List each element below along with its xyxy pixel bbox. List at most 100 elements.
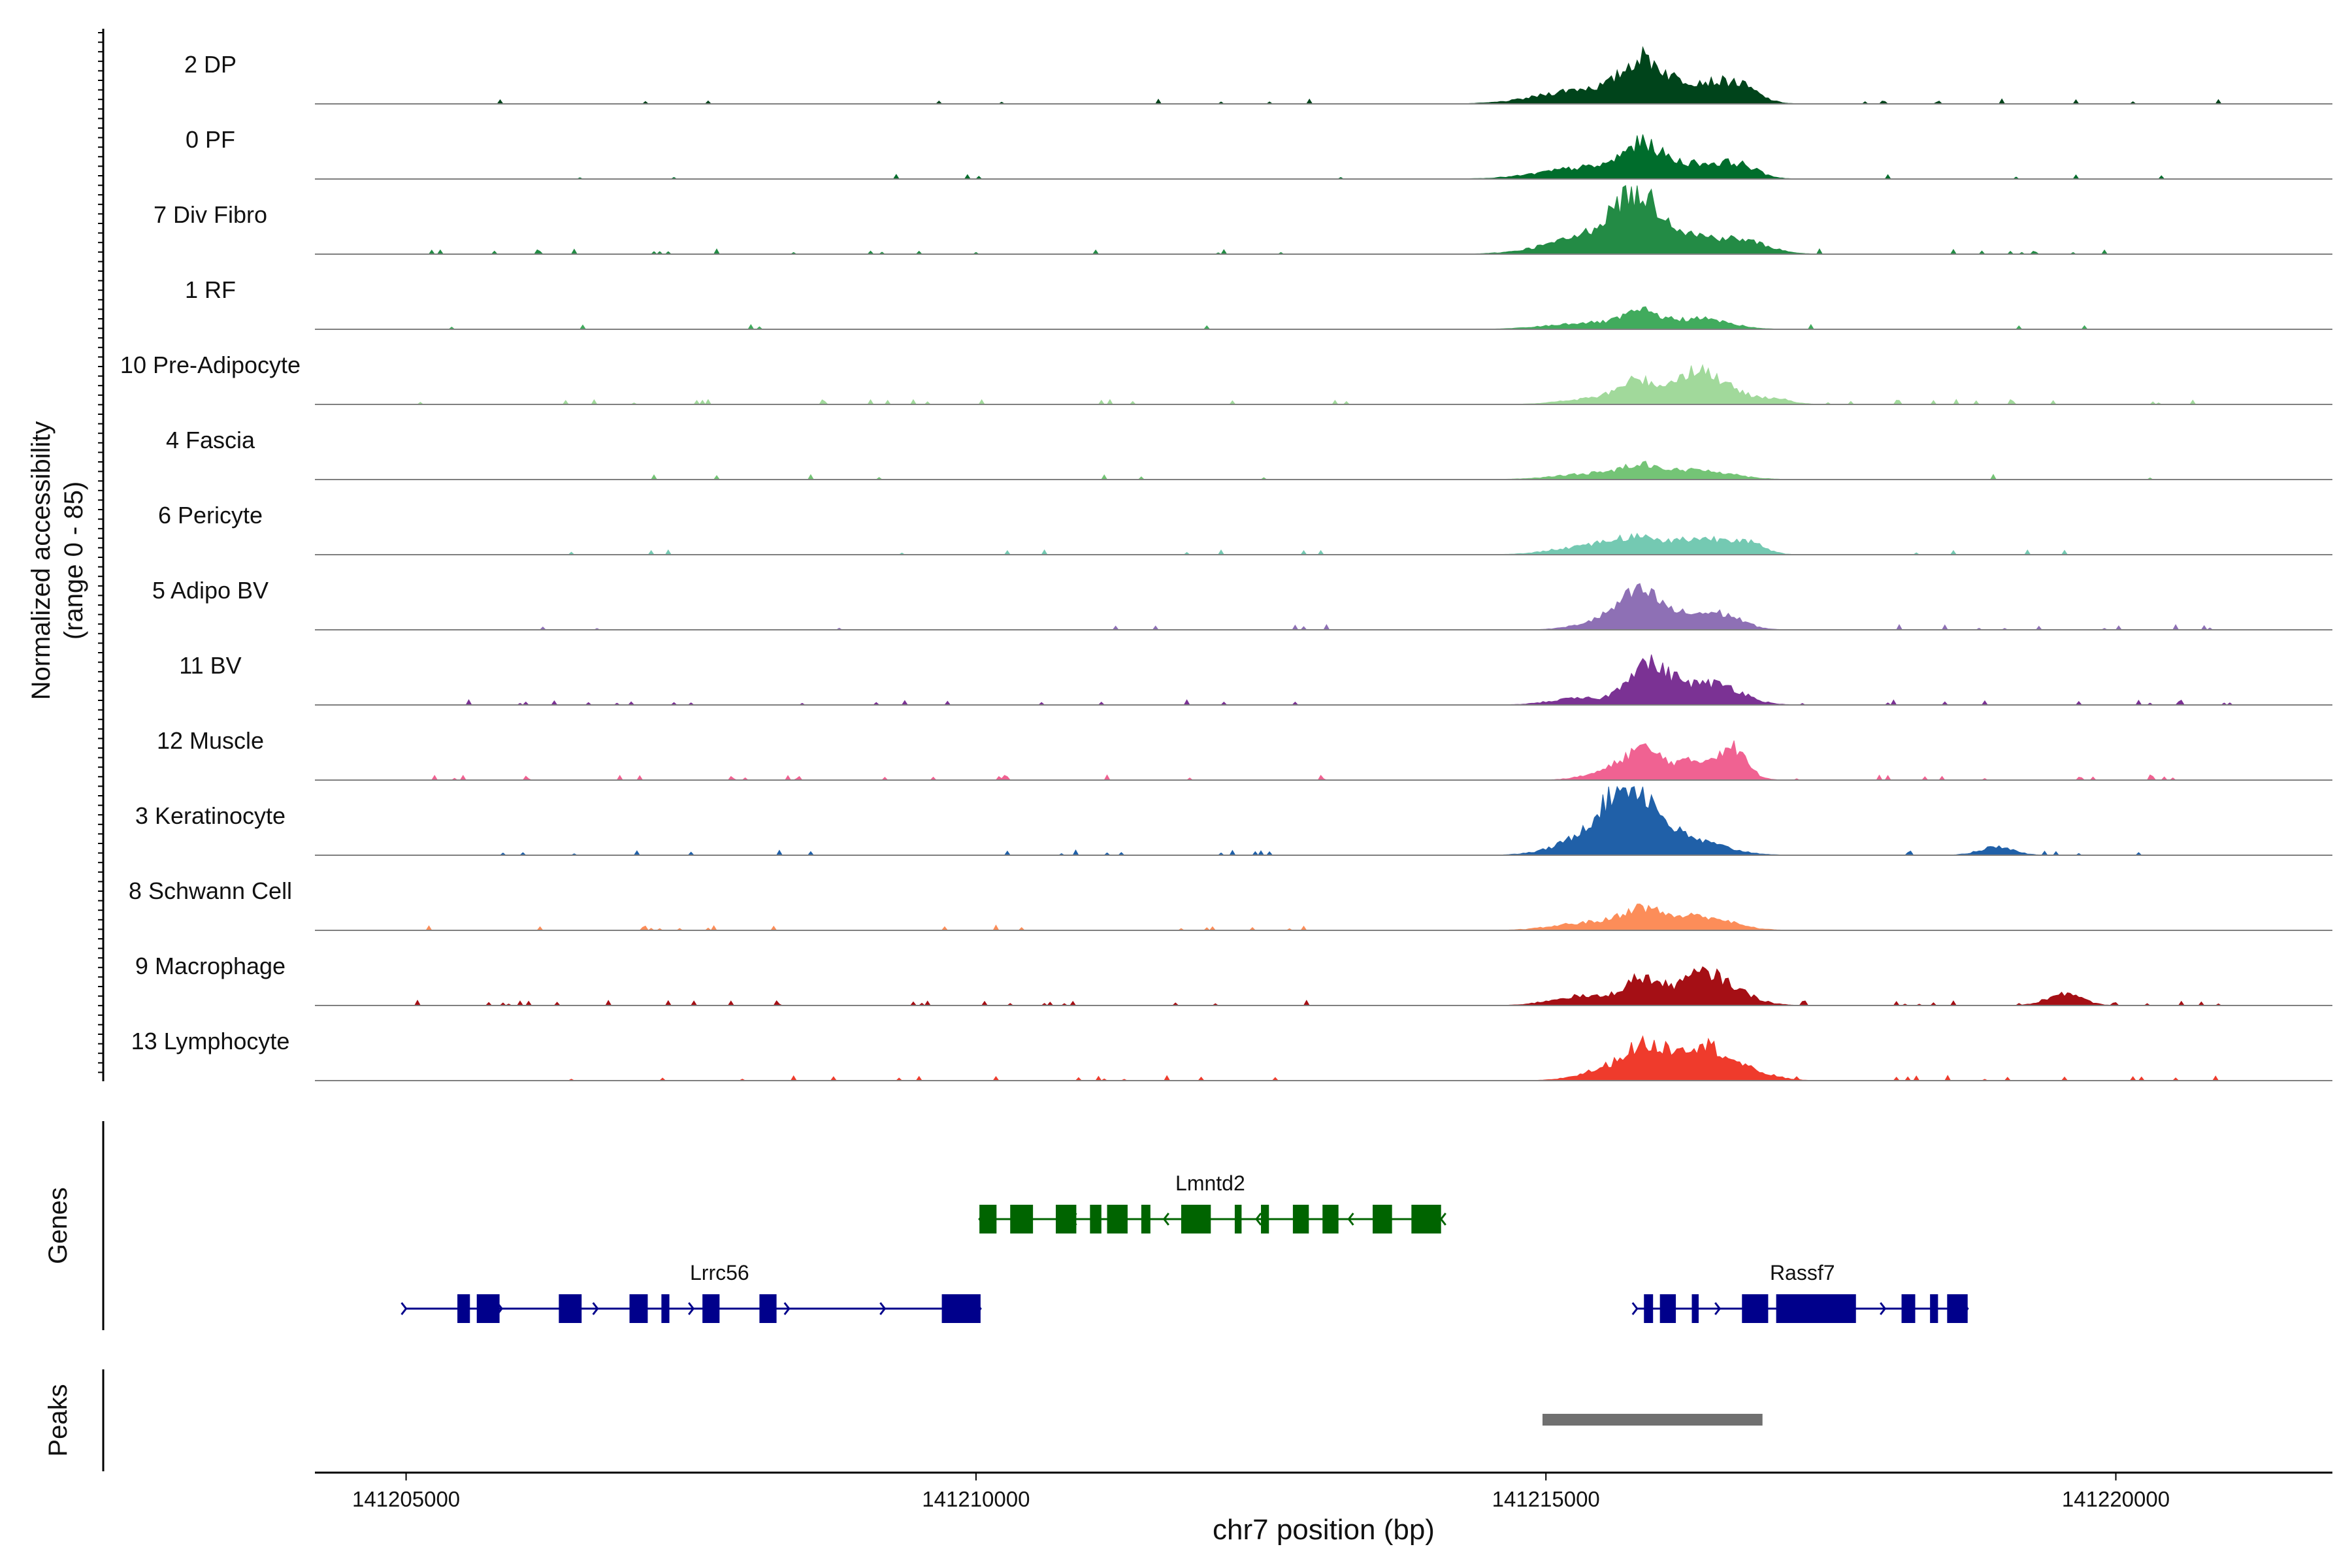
track-label: 11 BV xyxy=(179,652,241,679)
gene-exon xyxy=(1742,1294,1769,1323)
peak-region xyxy=(1542,1414,1763,1426)
peak-track xyxy=(1542,1414,1763,1426)
strand-arrow xyxy=(1880,1302,1887,1315)
gene-exon xyxy=(1141,1205,1151,1233)
track-label: 0 PF xyxy=(186,126,235,153)
gene-label: Lrrc56 xyxy=(690,1261,749,1284)
gene-exon xyxy=(1644,1294,1654,1323)
gene-exon xyxy=(457,1294,470,1323)
gene-exon xyxy=(476,1294,500,1323)
y-axis-label-line2: (range 0 - 85) xyxy=(59,482,88,640)
strand-arrow xyxy=(783,1302,791,1315)
track-1: 0 PF xyxy=(186,126,2332,180)
track-label: 13 Lymphocyte xyxy=(131,1028,290,1054)
strand-arrow xyxy=(1162,1213,1169,1226)
track-8: 11 BV xyxy=(179,652,2332,706)
gene-exon xyxy=(759,1294,777,1323)
track-7: 5 Adipo BV xyxy=(152,577,2332,630)
x-tick-label: 141220000 xyxy=(2062,1487,2170,1511)
coverage-area xyxy=(315,461,2332,480)
gene-rassf7: Rassf7 xyxy=(1631,1261,1969,1323)
strand-arrow xyxy=(400,1302,408,1315)
y-axis-label-line1: Normalized accessibility xyxy=(27,421,56,700)
strand-arrow xyxy=(1347,1213,1354,1226)
coverage-area xyxy=(315,904,2332,931)
strand-arrow xyxy=(688,1302,695,1315)
coverage-area xyxy=(315,654,2332,706)
peaks-panel-label: Peaks xyxy=(44,1384,73,1456)
track-0: 2 DP xyxy=(184,46,2332,105)
x-tick-label: 141215000 xyxy=(1492,1487,1600,1511)
strand-arrow xyxy=(1439,1213,1446,1226)
gene-exon xyxy=(1659,1294,1676,1323)
track-3: 1 RF xyxy=(185,276,2332,330)
track-label: 2 DP xyxy=(184,51,237,78)
track-label: 3 Keratinocyte xyxy=(135,802,286,829)
strand-arrow xyxy=(1714,1302,1722,1315)
coverage-area xyxy=(315,364,2332,405)
gene-exon xyxy=(1234,1205,1242,1233)
track-5: 4 Fascia xyxy=(166,427,2332,480)
track-12: 9 Macrophage xyxy=(135,953,2332,1006)
track-label: 8 Schwann Cell xyxy=(129,877,292,904)
gene-exon xyxy=(661,1294,670,1323)
gene-exon xyxy=(1776,1294,1856,1323)
gene-exon xyxy=(1947,1294,1968,1323)
track-label: 9 Macrophage xyxy=(135,953,286,979)
track-label: 12 Muscle xyxy=(157,727,264,754)
genes-panel-label: Genes xyxy=(44,1187,73,1264)
track-label: 5 Adipo BV xyxy=(152,577,269,604)
gene-exon xyxy=(1373,1205,1392,1233)
gene-exon xyxy=(979,1205,997,1233)
track-2: 7 Div Fibro xyxy=(154,185,2332,255)
gene-exon xyxy=(1090,1205,1102,1233)
gene-exon xyxy=(629,1294,648,1323)
gene-exon xyxy=(1322,1205,1339,1233)
gene-exon xyxy=(1901,1294,1916,1323)
gene-exon xyxy=(941,1294,981,1323)
coverage-area xyxy=(315,583,2332,630)
left-axes: Normalized accessibility (range 0 - 85) … xyxy=(27,29,105,1471)
coverage-area xyxy=(315,532,2332,555)
coverage-area xyxy=(315,185,2332,255)
track-10: 3 Keratinocyte xyxy=(135,785,2332,856)
gene-label: Lmntd2 xyxy=(1175,1171,1245,1195)
coverage-area xyxy=(315,1035,2332,1081)
coverage-area xyxy=(315,966,2332,1006)
track-label: 7 Div Fibro xyxy=(154,201,267,228)
gene-exon xyxy=(1930,1294,1938,1323)
gene-exon xyxy=(1107,1205,1128,1233)
track-13: 13 Lymphocyte xyxy=(131,1028,2332,1081)
track-label: 10 Pre-Adipocyte xyxy=(120,351,301,378)
gene-lmntd2: Lmntd2 xyxy=(978,1171,1446,1233)
x-tick-label: 141205000 xyxy=(352,1487,460,1511)
gene-exon xyxy=(1181,1205,1211,1233)
track-label: 1 RF xyxy=(185,276,236,303)
track-label: 6 Pericyte xyxy=(158,502,263,529)
coverage-tracks: 2 DP 0 PF 7 Div Fibro 1 RF 10 Pre-Adipocyte 4… xyxy=(120,46,2332,1081)
gene-exon xyxy=(1010,1205,1034,1233)
gene-exon xyxy=(1292,1205,1309,1233)
strand-arrow xyxy=(592,1302,599,1315)
x-axis: chr7 position (bp) 141205000 141210000 141… xyxy=(315,1471,2332,1546)
coverage-area xyxy=(315,306,2332,330)
gene-exon xyxy=(1411,1205,1441,1233)
x-axis-label: chr7 position (bp) xyxy=(1213,1514,1435,1546)
strand-arrow xyxy=(1255,1213,1262,1226)
x-tick-label: 141210000 xyxy=(922,1487,1030,1511)
coverage-area xyxy=(315,785,2332,856)
gene-exon xyxy=(702,1294,720,1323)
coverage-area xyxy=(315,740,2332,781)
strand-arrow xyxy=(1631,1302,1639,1315)
track-11: 8 Schwann Cell xyxy=(129,877,2332,931)
track-4: 10 Pre-Adipocyte xyxy=(120,351,2332,405)
track-9: 12 Muscle xyxy=(157,727,2332,781)
coverage-y-ticks xyxy=(98,32,103,1073)
strand-arrow xyxy=(879,1302,887,1315)
gene-exon xyxy=(1691,1294,1699,1323)
gene-label: Rassf7 xyxy=(1770,1261,1835,1284)
gene-exon xyxy=(559,1294,582,1323)
gene-lrrc56: Lrrc56 xyxy=(400,1261,982,1323)
gene-track: Lmntd2 Lrrc56 Rassf7 xyxy=(400,1171,1969,1323)
